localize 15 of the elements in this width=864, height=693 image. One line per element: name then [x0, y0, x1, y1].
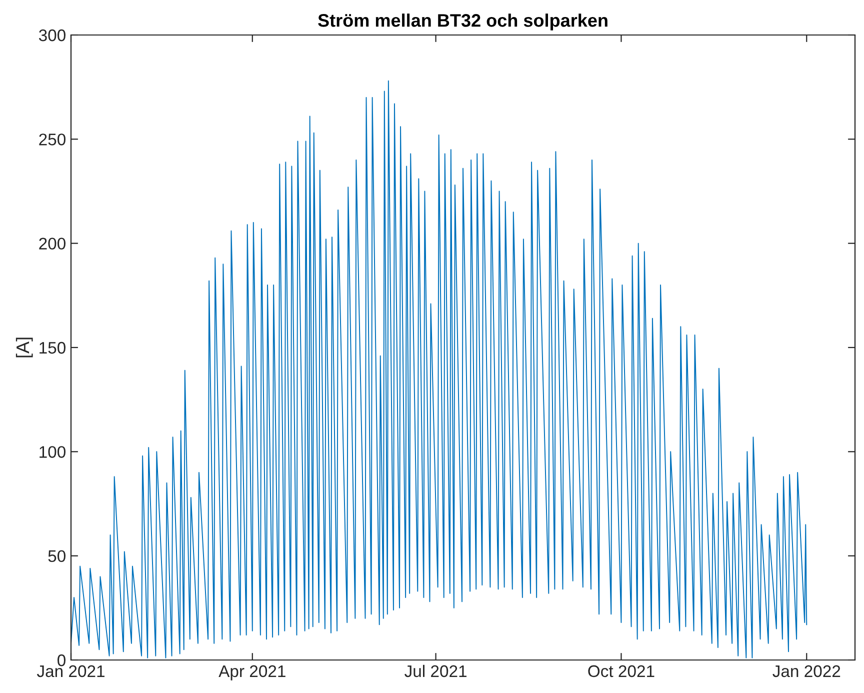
x-tick-label: Jul 2021 [404, 664, 466, 678]
y-tick-label: 50 [48, 550, 66, 562]
y-tick-label: 200 [39, 238, 66, 250]
x-tick-label: Jan 2021 [36, 665, 104, 678]
y-tick-label: 250 [39, 134, 66, 146]
y-tick-label: 150 [40, 342, 66, 354]
y-tick-label: 0 [58, 654, 66, 666]
x-tick-label: Apr 2021 [218, 665, 286, 680]
line-series [71, 80, 808, 658]
chart-title: Ström mellan BT32 och solparken [318, 14, 608, 30]
x-tick-label: Oct 2021 [588, 665, 654, 678]
y-tick-label: 300 [38, 29, 66, 42]
y-axis-title: [A] [16, 338, 33, 358]
y-tick-label: 100 [40, 446, 66, 458]
x-tick-label: Jan 2022 [772, 665, 840, 678]
